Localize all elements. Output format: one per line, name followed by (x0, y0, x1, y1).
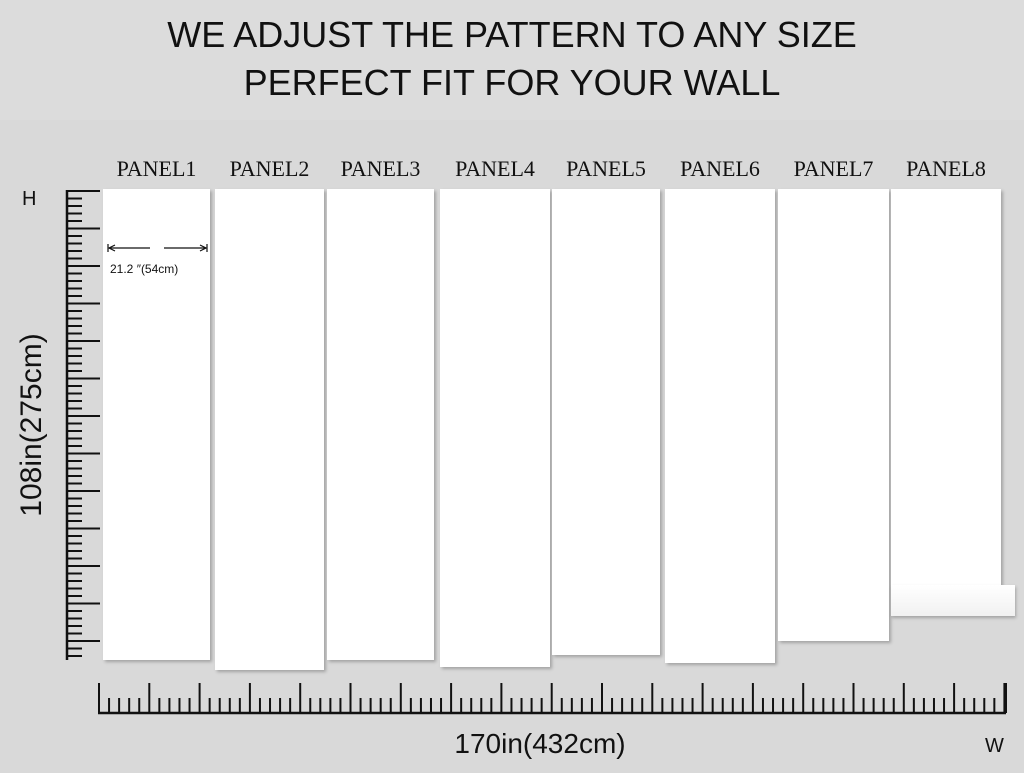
wallpaper-panel (440, 189, 550, 667)
header-band (0, 0, 1024, 120)
panel-width-label: 21.2 ″(54cm) (110, 262, 179, 276)
panel-label: PANEL2 (229, 156, 310, 181)
panel-label: PANEL1 (116, 156, 197, 181)
panel-label: PANEL3 (340, 156, 421, 181)
wallpaper-panel (891, 189, 1001, 585)
heading-line2: PERFECT FIT FOR YOUR WALL (243, 62, 781, 103)
panel-label: PANEL8 (906, 156, 986, 181)
wallpaper-panel (215, 189, 324, 670)
panel-label: PANEL4 (455, 156, 535, 181)
panel-roll (891, 585, 1015, 616)
width-letter: W (985, 735, 1004, 757)
width-label: 170in(432cm) (454, 728, 626, 759)
panel-label: PANEL5 (566, 156, 646, 181)
height-letter: H (22, 188, 37, 210)
wallpaper-panel (552, 189, 660, 655)
panel-label: PANEL6 (680, 156, 760, 181)
wallpaper-panel (103, 189, 210, 660)
wallpaper-panel (778, 189, 889, 641)
wallpaper-panel (665, 189, 775, 663)
wallpaper-panel (327, 189, 434, 660)
heading-line1: WE ADJUST THE PATTERN TO ANY SIZE (167, 14, 857, 55)
panel-label: PANEL7 (793, 156, 874, 181)
